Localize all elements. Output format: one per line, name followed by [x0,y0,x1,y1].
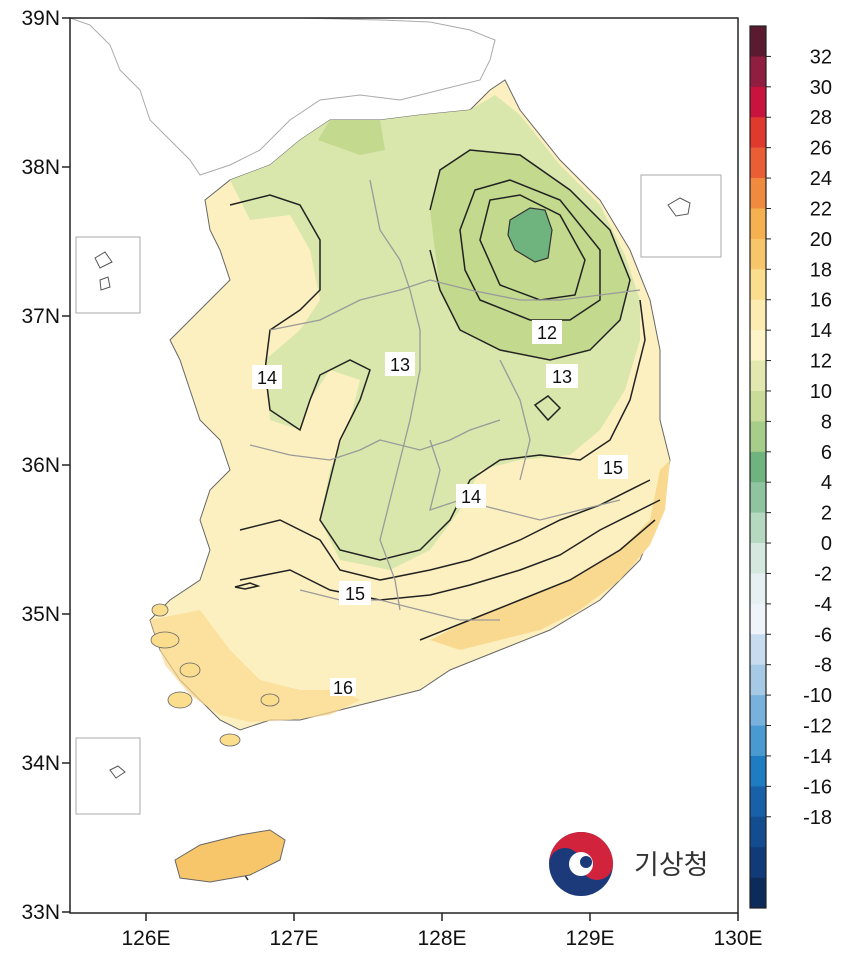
colorbar-swatch [750,634,766,665]
colorbar-frame [749,25,767,909]
lat-label-38: 38N [21,156,60,179]
lat-label-39: 39N [21,7,60,30]
contour-label-13-east: 13 [552,367,572,387]
colorbar-swatch [750,786,766,818]
latitude-axis [62,17,70,913]
colorbar-label: 32 [810,46,832,68]
colorbar-label: -6 [814,624,832,646]
colorbar-label: 30 [810,77,832,99]
colorbar-swatch [750,56,766,88]
colorbar-swatch [750,877,766,909]
colorbar-swatch [750,847,766,878]
colorbar-swatch [750,543,766,574]
colorbar-swatch [750,299,766,331]
contour-label-12: 12 [537,323,557,343]
lat-label-33: 33N [21,901,60,924]
colorbar-labels: 32302826242220181614121086420-2-4-6-8-10… [766,46,832,829]
lon-label-126: 126E [121,927,170,950]
colorbar-label: 0 [821,533,832,555]
colorbar-swatch [750,238,766,270]
colorbar-label: 2 [821,503,832,525]
contour-label-15-east: 15 [603,458,623,478]
colorbar-swatch [750,664,766,696]
colorbar-label: 22 [810,198,832,220]
colorbar-label: -18 [803,807,832,829]
lon-label-127: 127E [269,927,318,950]
colorbar-label: 20 [810,229,832,251]
inset-islands [94,197,691,779]
colorbar-swatch [750,86,766,118]
colorbar-swatch [750,269,766,301]
colorbar-swatch [750,755,766,787]
colorbar [749,25,767,909]
colorbar-swatch [750,147,766,179]
colorbar-label: 10 [810,381,832,403]
south-coast-warm [150,610,360,722]
lon-label-128: 128E [417,927,466,950]
inset-boxes [75,174,722,815]
colorbar-label: -14 [803,746,832,768]
colorbar-label: 26 [810,138,832,160]
colorbar-label: -2 [814,563,832,585]
lon-label-130: 130E [713,927,762,950]
colorbar-label: -8 [814,655,832,677]
colorbar-swatch [750,512,766,544]
colorbar-label: 28 [810,107,832,129]
colorbar-swatch [750,573,766,605]
contour-label-boxes [252,320,628,696]
colorbar-label: -4 [814,594,832,616]
lon-label-129: 129E [565,927,614,950]
colorbar-swatch [750,330,766,361]
kma-logo-text: 기상청 [634,850,709,881]
colorbar-label: 12 [810,351,832,373]
southwest-islands [150,603,280,747]
colorbar-label: -10 [803,685,832,707]
upper-green-region [318,120,385,155]
colorbar-label: 8 [821,411,832,433]
contour-label-13-west: 13 [390,355,410,375]
contour-label-14-east: 14 [461,487,481,507]
north-land-outline [69,17,496,176]
colorbar-swatch [750,421,766,453]
lat-label-34: 34N [21,752,60,775]
colorbar-swatch [750,603,766,635]
contour-lines [209,149,661,881]
colorbar-label: 24 [810,168,832,190]
lat-label-36: 36N [21,454,60,477]
contour-label-16: 16 [333,678,353,698]
lat-label-37: 37N [21,305,60,328]
colorbar-label: 18 [810,259,832,281]
longitude-axis [145,913,739,921]
colorbar-swatch [750,451,766,483]
colorbar-swatch [750,360,766,392]
colorbar-swatch [750,725,766,757]
colorbar-label: 14 [810,320,832,342]
colorbar-label: -16 [803,776,832,798]
lat-label-35: 35N [21,603,60,626]
colorbar-swatch [750,816,766,848]
jeju-island [174,829,286,883]
colorbar-label: 16 [810,290,832,312]
colorbar-swatch [750,26,766,57]
contour-label-14-west: 14 [257,368,277,388]
colorbar-label: -12 [803,716,832,738]
colorbar-swatch [750,390,766,422]
cold-core-region [507,207,553,263]
colorbar-label: 4 [821,472,832,494]
colorbar-swatch [750,695,766,726]
colorbar-swatch [750,178,766,209]
contour-label-15-south: 15 [345,584,365,604]
colorbar-swatch [750,117,766,148]
kma-logo: 기상청 [549,832,709,896]
southeast-warm-band [430,460,670,650]
colorbar-swatch [750,208,766,240]
colorbar-label: 6 [821,442,832,464]
colorbar-swatch [750,482,766,513]
